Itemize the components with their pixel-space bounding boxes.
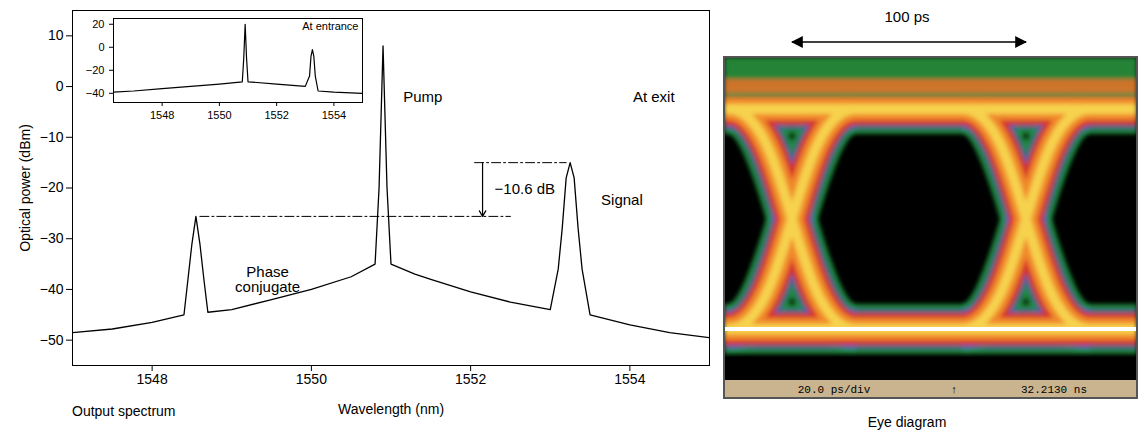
svg-text:−10.6 dB: −10.6 dB — [495, 180, 555, 197]
svg-text:1550: 1550 — [207, 109, 231, 121]
svg-text:1550: 1550 — [296, 371, 327, 387]
svg-text:−50: −50 — [40, 332, 64, 348]
svg-text:32.2130 ns: 32.2130 ns — [1021, 384, 1087, 396]
svg-text:−10: −10 — [40, 129, 64, 145]
svg-text:1554: 1554 — [614, 371, 645, 387]
svg-text:20.0 ps/div: 20.0 ps/div — [798, 384, 871, 396]
svg-text:0: 0 — [98, 41, 104, 53]
svg-text:Eye diagram: Eye diagram — [868, 414, 947, 430]
svg-text:Optical power (dBm): Optical power (dBm) — [17, 124, 33, 252]
svg-text:1552: 1552 — [455, 371, 486, 387]
svg-text:At exit: At exit — [633, 88, 676, 105]
svg-text:100 ps: 100 ps — [884, 8, 929, 25]
svg-text:Signal: Signal — [601, 191, 643, 208]
svg-text:Wavelength (nm): Wavelength (nm) — [338, 401, 444, 417]
svg-text:0: 0 — [56, 78, 64, 94]
svg-text:Phaseconjugate: Phaseconjugate — [235, 263, 300, 295]
svg-text:−40: −40 — [86, 87, 105, 99]
svg-text:−40: −40 — [40, 281, 64, 297]
svg-text:1554: 1554 — [322, 109, 346, 121]
svg-text:10: 10 — [48, 27, 64, 43]
html-text:Output spectrum: Output spectrum — [72, 403, 176, 419]
svg-text:20: 20 — [92, 18, 104, 30]
svg-text:−20: −20 — [40, 179, 64, 195]
svg-text:−30: −30 — [40, 230, 64, 246]
svg-text:1552: 1552 — [264, 109, 288, 121]
svg-text:↑: ↑ — [951, 384, 958, 396]
svg-text:1548: 1548 — [150, 109, 174, 121]
svg-text:1548: 1548 — [137, 371, 168, 387]
svg-text:Pump: Pump — [403, 88, 442, 105]
svg-text:At entrance: At entrance — [302, 20, 358, 32]
svg-text:−20: −20 — [86, 64, 105, 76]
